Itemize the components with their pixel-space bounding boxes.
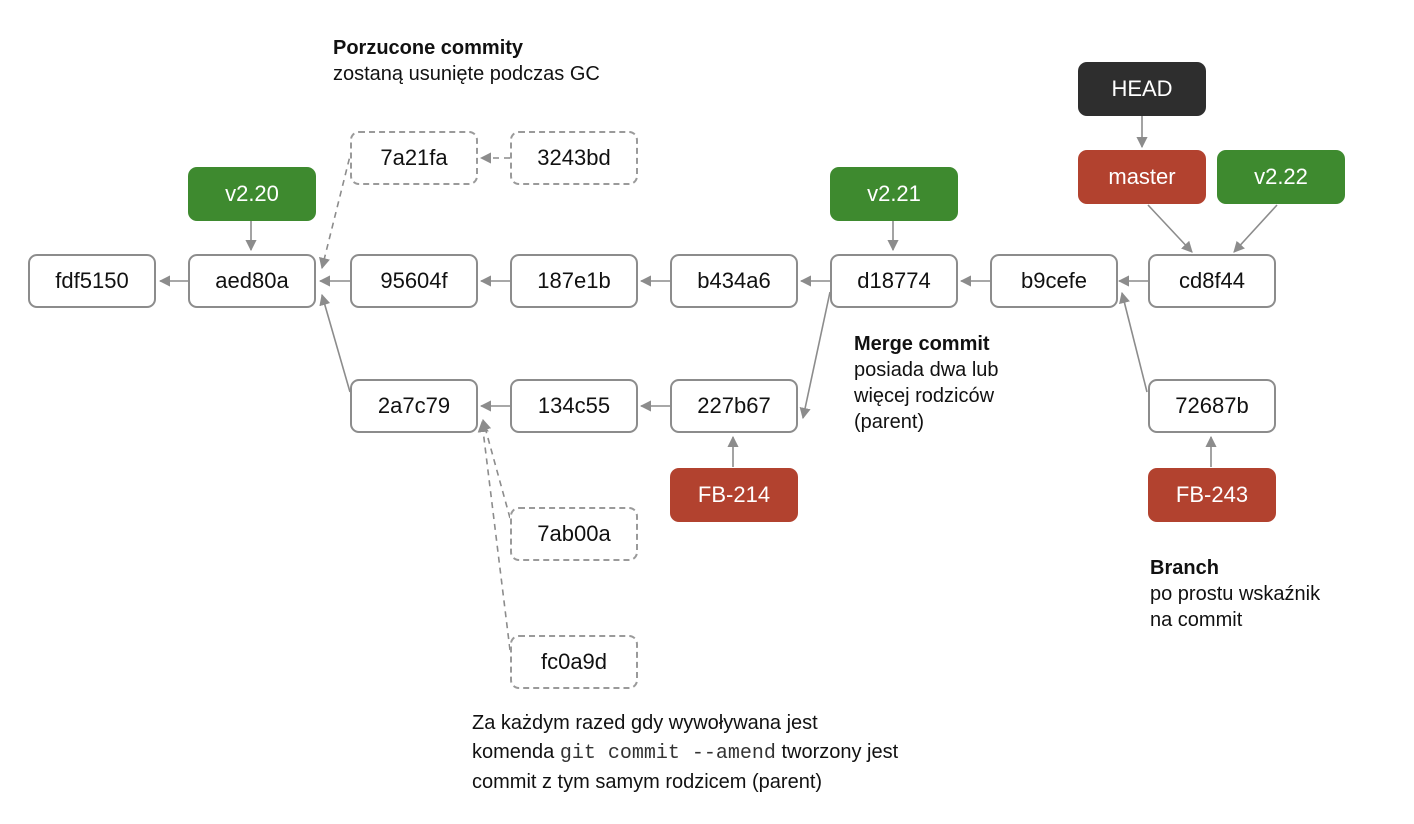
- merge-commit-note: Merge commit posiada dwa lub więcej rodz…: [854, 331, 999, 435]
- amend-note-prefix: komenda: [472, 741, 560, 763]
- branch-fb-214: FB-214: [670, 468, 798, 522]
- commit-95604f: 95604f: [350, 254, 478, 308]
- tag-v2-22: v2.22: [1217, 150, 1345, 204]
- amend-note-line-1: Za każdym razed gdy wywoływana jest: [472, 712, 818, 734]
- amend-note-line-2: komenda git commit --amend tworzony jest: [472, 738, 898, 768]
- commit-aed80a: aed80a: [188, 254, 316, 308]
- edge-fc0a9d-2a7c79: [477, 420, 511, 651]
- orphan-commit-3243bd: 3243bd: [510, 131, 638, 185]
- orphan-note-title: Porzucone commity: [333, 37, 524, 59]
- branch-note-title: Branch: [1150, 557, 1219, 579]
- commit-cd8f44: cd8f44: [1148, 254, 1276, 308]
- orphan-commit-fc0a9d: fc0a9d: [510, 635, 638, 689]
- commit-2a7c79: 2a7c79: [350, 379, 478, 433]
- edge-master-cd8f44: [1147, 204, 1193, 253]
- tag-v2-21: v2.21: [830, 167, 958, 221]
- commit-b9cefe: b9cefe: [990, 254, 1118, 308]
- branch-note-line-2: na commit: [1150, 609, 1243, 631]
- merge-note-line-2: więcej rodziców: [854, 385, 995, 407]
- amend-note-suffix: tworzony jest: [775, 741, 899, 763]
- edge-7a21fa-aed80a: [319, 147, 353, 270]
- edge-72687b-cd8f44: [1119, 291, 1148, 393]
- amend-note-code: git commit --amend: [559, 742, 776, 765]
- edge-2a7c79-aed80a: [319, 293, 351, 393]
- orphan-commits-note: Porzucone commity zostaną usunięte podcz…: [333, 35, 600, 87]
- orphan-commit-7a21fa: 7a21fa: [350, 131, 478, 185]
- commit-134c55: 134c55: [510, 379, 638, 433]
- orphan-note-text: zostaną usunięte podczas GC: [333, 63, 600, 85]
- merge-note-line-3: (parent): [854, 411, 925, 433]
- edge-d18774-227b67: [799, 291, 831, 420]
- orphan-commit-7ab00a: 7ab00a: [510, 507, 638, 561]
- branch-fb-243: FB-243: [1148, 468, 1276, 522]
- commit-72687b: 72687b: [1148, 379, 1276, 433]
- branch-master: master: [1078, 150, 1206, 204]
- branch-note-line-1: po prostu wskaźnik: [1150, 583, 1321, 605]
- edge-v222-cd8f44: [1233, 204, 1278, 253]
- commit-fdf5150: fdf5150: [28, 254, 156, 308]
- amend-note: Za każdym razed gdy wywoływana jest kome…: [472, 709, 898, 797]
- commit-b434a6: b434a6: [670, 254, 798, 308]
- branch-note: Branch po prostu wskaźnik na commit: [1150, 555, 1320, 633]
- commit-d18774: d18774: [830, 254, 958, 308]
- commit-187e1b: 187e1b: [510, 254, 638, 308]
- head-ref: HEAD: [1078, 62, 1206, 116]
- commit-227b67: 227b67: [670, 379, 798, 433]
- merge-note-title: Merge commit: [854, 333, 990, 355]
- tag-v2-20: v2.20: [188, 167, 316, 221]
- edge-7ab00a-2a7c79: [480, 418, 511, 519]
- amend-note-line-3: commit z tym samym rodzicem (parent): [472, 771, 823, 793]
- merge-note-line-1: posiada dwa lub: [854, 359, 999, 381]
